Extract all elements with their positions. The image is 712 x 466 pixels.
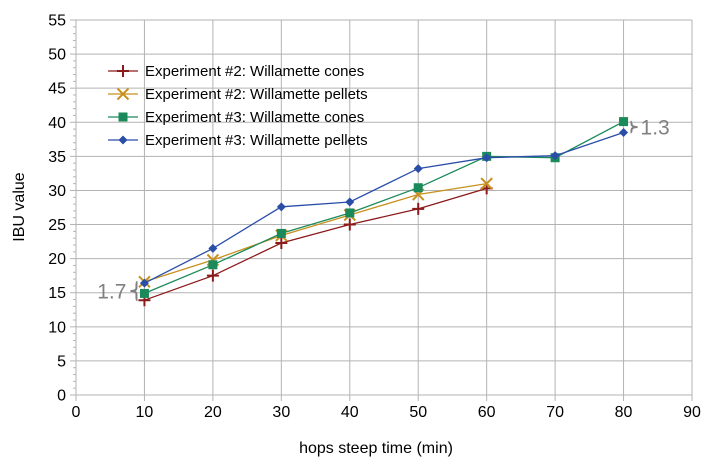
legend-swatch-marker (116, 87, 130, 101)
series-4-point (619, 128, 629, 137)
legend-item-3: Experiment #3: Willamette cones (108, 109, 364, 126)
y-tick-label: 50 (48, 47, 66, 64)
x-tick-label: 10 (136, 404, 154, 421)
series-2-line (144, 182, 487, 283)
legend-label: Experiment #2: Willamette cones (145, 63, 364, 80)
series-1 (138, 182, 493, 307)
x-tick-label: 60 (478, 404, 496, 421)
annotation-label: 1.7 (97, 281, 126, 304)
series-4-point (482, 153, 492, 163)
data-series (138, 117, 629, 307)
series-1-point (343, 218, 356, 231)
x-tick-label: 20 (204, 404, 222, 421)
grid-lines (76, 19, 693, 395)
legend-swatch-marker (118, 112, 128, 122)
legend-label: Experiment #2: Willamette pellets (145, 86, 368, 103)
legend-label: Experiment #3: Willamette pellets (145, 132, 368, 149)
legend-item-2: Experiment #2: Willamette pellets (108, 86, 368, 103)
legend-item-4: Experiment #3: Willamette pellets (108, 132, 368, 149)
series-4-point (208, 243, 218, 253)
series-3-point (413, 183, 423, 193)
y-axis-title: IBU value (11, 172, 28, 241)
y-tick-label: 10 (48, 319, 66, 336)
series-2-point (480, 177, 493, 190)
series-3-point (139, 288, 149, 298)
series-4-point (276, 202, 286, 212)
y-tick-label: 15 (48, 285, 66, 302)
y-tick-label: 45 (48, 81, 66, 98)
legend-label: Experiment #3: Willamette cones (145, 109, 364, 126)
y-tick-label: 20 (48, 251, 66, 268)
x-tick-label: 70 (546, 404, 564, 421)
legend-swatch-marker (117, 65, 129, 77)
legend-item-1: Experiment #2: Willamette cones (108, 63, 364, 80)
annotation-label: 1.3 (641, 117, 670, 140)
series-3-point (345, 208, 355, 218)
axes (70, 19, 693, 401)
x-tick-label: 80 (615, 404, 633, 421)
x-tick-label: 30 (272, 404, 290, 421)
x-tick-label: 40 (341, 404, 359, 421)
y-tick-label: 55 (48, 13, 66, 30)
tick-labels: 0 5 10 15 20 25 30 35 40 45 50 55 0 10 20 30 40 50 60 70 80 9… (48, 13, 701, 422)
series-4-line (144, 131, 624, 284)
legend: Experiment #2: Willamette cones Experimen… (108, 63, 368, 149)
series-4-point (550, 151, 560, 161)
x-tick-label: 50 (409, 404, 427, 421)
series-4-point (139, 278, 149, 288)
series-3-point (276, 228, 286, 238)
series-1-line (144, 187, 487, 301)
series-4-point (345, 197, 355, 207)
x-tick-label: 0 (72, 404, 81, 421)
y-tick-label: 40 (48, 115, 66, 132)
x-axis-title: hops steep time (min) (299, 440, 453, 457)
legend-swatch-marker (118, 135, 128, 145)
y-tick-label: 30 (48, 183, 66, 200)
series-1-point (206, 269, 219, 282)
series-4-point (413, 164, 423, 174)
y-tick-label: 5 (57, 353, 66, 370)
series-1-point (275, 236, 288, 249)
series-3-point (208, 260, 218, 270)
series-3-point (619, 117, 629, 127)
series-1-point (412, 202, 425, 215)
series-4 (139, 128, 629, 288)
y-tick-label: 35 (48, 149, 66, 166)
y-tick-label: 0 (57, 388, 66, 405)
series-3-line (144, 121, 624, 294)
y-tick-label: 25 (48, 217, 66, 234)
x-tick-label: 90 (683, 404, 701, 421)
